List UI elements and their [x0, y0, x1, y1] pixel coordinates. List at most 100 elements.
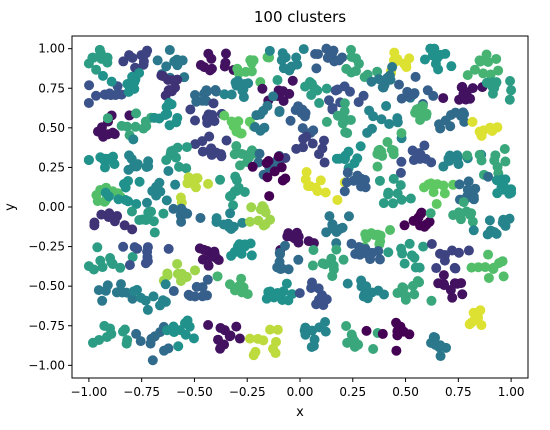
scatter-point — [181, 163, 192, 174]
scatter-point — [131, 199, 142, 210]
scatter-point — [485, 122, 496, 133]
scatter-point — [424, 216, 435, 227]
scatter-point — [454, 179, 465, 190]
scatter-point — [321, 116, 332, 127]
scatter-point — [320, 317, 331, 328]
scatter-point — [438, 270, 449, 281]
scatter-point — [317, 258, 328, 269]
scatter-point — [264, 191, 275, 202]
scatter-point — [311, 63, 322, 74]
scatter-point — [203, 320, 214, 331]
scatter-point — [439, 188, 450, 199]
scatter-point — [141, 197, 152, 208]
scatter-point — [386, 144, 397, 155]
scatter-point — [169, 327, 180, 338]
scatter-point — [467, 216, 478, 227]
scatter-point — [456, 110, 467, 121]
scatter-point — [149, 331, 160, 342]
scatter-point — [298, 44, 309, 55]
scatter-point — [220, 48, 231, 59]
scatter-point — [428, 90, 439, 101]
scatter-point — [399, 258, 410, 269]
scatter-point — [375, 236, 386, 247]
scatter-point — [162, 268, 173, 279]
scatter-point — [191, 96, 202, 107]
scatter-point — [138, 59, 149, 70]
scatter-point — [110, 90, 121, 101]
scatter-point — [206, 143, 217, 154]
scatter-point — [481, 49, 492, 60]
scatter-point — [324, 211, 335, 222]
scatter-point — [84, 80, 95, 91]
scatter-point — [190, 182, 201, 193]
scatter-point — [500, 156, 511, 167]
scatter-point — [483, 272, 494, 283]
scatter-point — [127, 224, 138, 235]
scatter-point — [452, 278, 463, 289]
scatter-point — [190, 115, 201, 126]
scatter-point — [226, 224, 237, 234]
scatter-point — [491, 175, 502, 186]
scatter-point — [203, 48, 214, 59]
scatter-point — [439, 255, 450, 266]
scatter-point — [175, 192, 186, 203]
scatter-point — [93, 285, 104, 296]
scatter-point — [307, 138, 318, 149]
scatter-point — [341, 177, 352, 188]
scatter-point — [247, 161, 258, 172]
scatter-point — [284, 65, 295, 76]
scatter-point — [394, 79, 405, 90]
scatter-point — [168, 286, 179, 297]
scatter-point — [219, 110, 230, 121]
scatter-point — [142, 252, 153, 263]
scatter-point — [355, 141, 366, 152]
scatter-point — [475, 56, 486, 67]
scatter-point — [301, 166, 312, 177]
scatter-point — [130, 121, 141, 132]
scatter-point — [309, 83, 320, 94]
scatter-point — [132, 243, 143, 254]
scatter-point — [158, 208, 169, 219]
scatter-point — [202, 117, 213, 128]
scatter-point — [231, 80, 242, 91]
scatter-point — [461, 206, 472, 217]
scatter-point — [160, 110, 171, 121]
scatter-point — [458, 197, 469, 208]
scatter-point — [164, 85, 175, 96]
chart-title: 100 clusters — [254, 8, 346, 26]
scatter-point — [219, 61, 230, 72]
scatter-point — [428, 187, 439, 198]
scatter-point — [96, 53, 107, 64]
scatter-point — [356, 181, 367, 192]
points-layer — [83, 43, 517, 366]
scatter-point — [257, 83, 268, 94]
scatter-point — [83, 97, 94, 108]
scatter-point — [332, 194, 343, 205]
scatter-point — [312, 186, 323, 197]
scatter-point — [313, 49, 324, 60]
scatter-point — [416, 207, 427, 218]
scatter-point — [481, 77, 492, 88]
scatter-point — [378, 198, 389, 209]
scatter-point — [498, 214, 509, 225]
scatter-point — [291, 52, 302, 63]
scatter-point — [128, 134, 139, 145]
scatter-point — [476, 130, 487, 141]
scatter-point — [172, 112, 183, 123]
scatter-point — [374, 254, 385, 265]
scatter-point — [362, 248, 373, 259]
scatter-point — [396, 128, 407, 139]
scatter-point — [83, 261, 94, 272]
scatter-point — [425, 43, 436, 54]
scatter-point — [172, 258, 183, 269]
scatter-point — [470, 183, 481, 194]
scatter-point — [339, 106, 350, 117]
scatter-point — [387, 62, 398, 73]
scatter-point — [499, 144, 510, 155]
scatter-point — [140, 48, 151, 59]
scatter-point — [469, 64, 480, 75]
scatter-point — [274, 105, 285, 116]
scatter-point — [500, 174, 511, 185]
scatter-point — [203, 178, 214, 189]
scatter-point — [127, 71, 138, 82]
